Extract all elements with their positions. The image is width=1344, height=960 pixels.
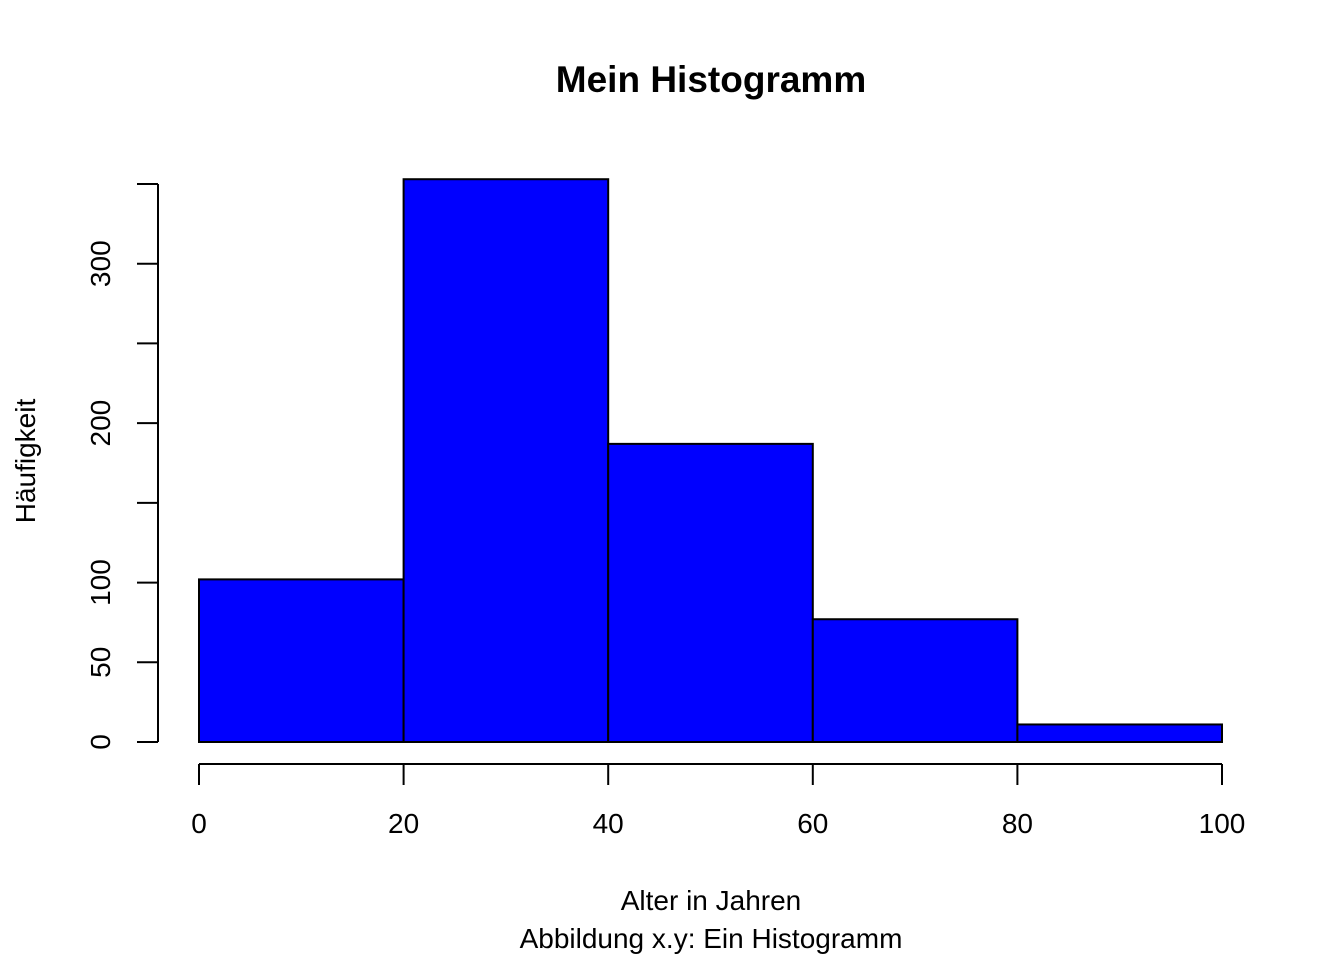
y-tick-label-0: 0	[85, 734, 116, 750]
histogram-bar-4	[811, 618, 1019, 743]
x-tick-label-80: 80	[1002, 808, 1033, 839]
x-tick-label-100: 100	[1199, 808, 1246, 839]
y-tick-label-50: 50	[85, 647, 116, 678]
histogram-bar-1	[198, 578, 405, 744]
bars-group	[198, 178, 1224, 744]
x-axis-label: Alter in Jahren	[621, 885, 802, 916]
chart-title: Mein Histogramm	[556, 59, 866, 100]
histogram-bar-3	[607, 442, 814, 743]
y-tick-label-100: 100	[85, 559, 116, 606]
x-axis: 0 20 40 60 80 100	[191, 763, 1246, 839]
y-axis-label: Häufigkeit	[10, 399, 41, 524]
y-axis: 0 50 100 200 300	[85, 183, 159, 750]
y-tick-label-300: 300	[85, 240, 116, 287]
histogram-bar-5	[1016, 723, 1224, 743]
x-tick-label-20: 20	[388, 808, 419, 839]
chart-subtitle: Abbildung x.y: Ein Histogramm	[520, 923, 903, 954]
y-tick-label-200: 200	[85, 400, 116, 447]
histogram-bar-2	[402, 178, 610, 743]
x-tick-label-40: 40	[593, 808, 624, 839]
x-tick-label-0: 0	[191, 808, 207, 839]
x-tick-label-60: 60	[797, 808, 828, 839]
